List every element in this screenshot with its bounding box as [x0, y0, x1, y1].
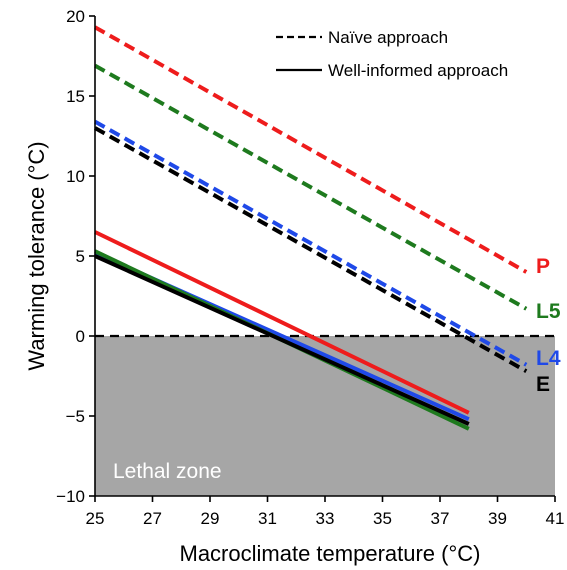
x-tick-label: 35 [373, 509, 392, 528]
series-line-e-naive [94, 126, 528, 373]
series-line-p-well-informed [94, 230, 470, 415]
y-tick-label: 0 [76, 327, 85, 346]
y-tick-label: 15 [66, 87, 85, 106]
x-axis-title: Macroclimate temperature (°C) [180, 541, 481, 566]
y-tick-label: −5 [66, 407, 85, 426]
y-tick-label: −10 [56, 487, 85, 506]
x-tick-label: 33 [316, 509, 335, 528]
series-line-l4-naive [94, 119, 528, 367]
series-line-e-well-informed [94, 254, 470, 426]
x-tick-label: 29 [201, 509, 220, 528]
x-tick-label: 41 [546, 509, 565, 528]
series-end-labels: P L5 L4 E [536, 255, 561, 396]
legend-label-naive: Naïve approach [328, 28, 448, 47]
end-label-p: P [536, 255, 550, 278]
legend: Naïve approach Well-informed approach [276, 28, 508, 80]
end-label-l5: L5 [536, 300, 561, 323]
series-line-p-naive [94, 25, 528, 274]
series-layer [94, 25, 528, 431]
ticks-layer: 25 27 29 31 33 35 37 39 41 −10 −5 0 5 10 15 20 [56, 7, 564, 528]
y-axis-title: Warming tolerance (°C) [24, 141, 49, 370]
lethal-zone-label: Lethal zone [113, 460, 222, 483]
legend-label-well-informed: Well-informed approach [328, 61, 508, 80]
series-line-l5-naive [94, 63, 528, 311]
y-tick-label: 10 [66, 167, 85, 186]
x-tick-label: 37 [431, 509, 450, 528]
x-tick-label: 39 [488, 509, 507, 528]
x-tick-label: 25 [86, 509, 105, 528]
y-tick-label: 20 [66, 7, 85, 26]
y-tick-label: 5 [76, 247, 85, 266]
end-label-l4: L4 [536, 347, 561, 370]
x-tick-label: 27 [143, 509, 162, 528]
end-label-e: E [536, 373, 550, 396]
x-tick-label: 31 [258, 509, 277, 528]
